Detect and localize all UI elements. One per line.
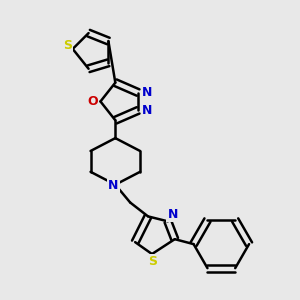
- Text: S: S: [63, 40, 72, 52]
- Text: N: N: [142, 104, 152, 117]
- Text: N: N: [108, 179, 118, 192]
- Text: N: N: [142, 86, 152, 99]
- Text: N: N: [168, 208, 178, 221]
- Text: S: S: [148, 256, 158, 268]
- Text: O: O: [87, 95, 98, 108]
